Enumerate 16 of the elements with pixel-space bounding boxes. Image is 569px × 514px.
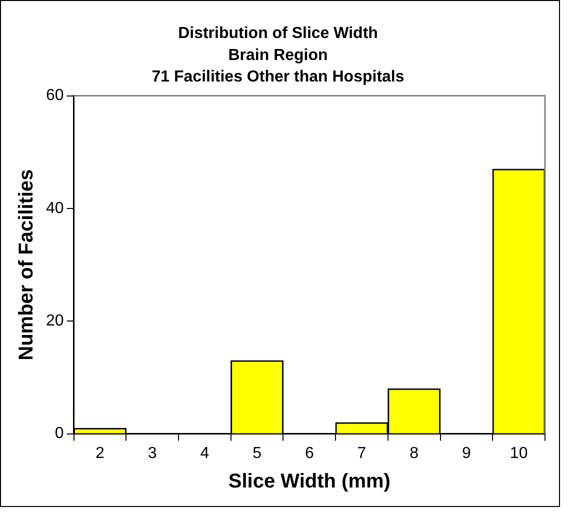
y-tick-label: 20 [46,312,64,330]
x-tick-label: 2 [96,444,105,462]
x-axis-title: Slice Width (mm) [228,470,390,493]
chart-title: Distribution of Slice Width Brain Region 71 Facilities Other than Hospitals [152,25,404,86]
x-tick-label: 6 [304,444,314,462]
y-axis-title: Number of Facilities [16,169,38,360]
y-tick-label: 60 [46,87,64,104]
x-tick-label: 5 [252,444,262,462]
x-tick-label: 3 [148,444,157,462]
x-tick-label: 8 [410,444,419,462]
x-tick-label: 10 [510,444,528,462]
y-tick-label: 40 [46,200,64,217]
x-tick-label: 7 [357,444,366,462]
x-tick-label: 9 [462,444,472,462]
y-tick-label: 0 [54,425,64,442]
x-tick-label: 4 [200,444,210,462]
